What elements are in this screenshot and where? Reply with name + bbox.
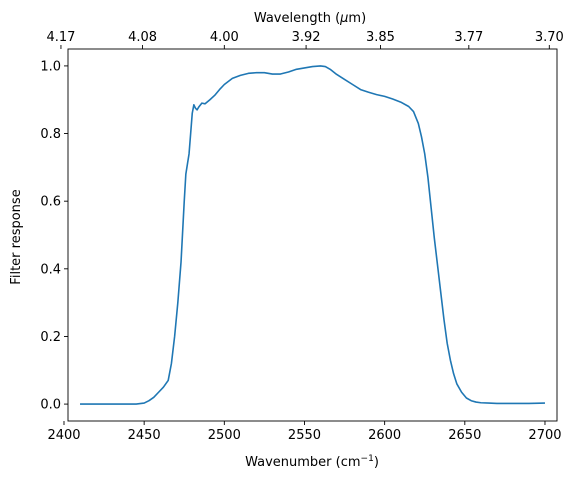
- top-x-tick-label: 4.17: [46, 30, 75, 45]
- series-line: [80, 65, 545, 405]
- top-x-tick-label: 4.08: [128, 30, 157, 45]
- x-tick-label: 2650: [448, 428, 481, 443]
- x-axis-label-superscript: −1: [361, 454, 374, 464]
- top-x-axis-ticks: 4.17 4.08 4.00 3.92 3.85 3.77 3.70: [46, 30, 564, 49]
- y-tick-label: 1.0: [40, 59, 61, 74]
- y-tick-label: 0.8: [40, 127, 61, 142]
- x-axis-label: Wavenumber (cm−1): [245, 454, 379, 470]
- x-tick-label: 2550: [288, 428, 321, 443]
- y-tick-label: 0.0: [40, 398, 61, 413]
- y-axis-ticks: 0.0 0.2 0.4 0.6 0.8 1.0: [40, 59, 68, 413]
- top-x-axis-label-mu: μ: [339, 11, 348, 26]
- bottom-x-axis-ticks: 2400 2450 2500 2550 2600 2650 2700: [47, 421, 562, 443]
- top-x-tick-label: 3.77: [454, 30, 483, 45]
- top-x-tick-label: 4.00: [210, 30, 239, 45]
- x-tick-label: 2700: [528, 428, 561, 443]
- top-x-tick-label: 3.92: [292, 30, 321, 45]
- plot-frame: [67, 48, 558, 422]
- top-x-axis-label: Wavelength (μm): [254, 11, 366, 26]
- top-x-tick-label: 3.70: [535, 30, 564, 45]
- plot-background: [68, 49, 557, 421]
- x-tick-label: 2500: [208, 428, 241, 443]
- y-tick-label: 0.4: [40, 262, 61, 277]
- x-tick-label: 2450: [128, 428, 161, 443]
- y-tick-label: 0.6: [40, 195, 61, 210]
- x-tick-label: 2400: [47, 428, 80, 443]
- y-tick-label: 0.2: [40, 330, 61, 345]
- top-x-tick-label: 3.85: [366, 30, 395, 45]
- x-tick-label: 2600: [368, 428, 401, 443]
- y-axis-label: Filter response: [9, 189, 24, 284]
